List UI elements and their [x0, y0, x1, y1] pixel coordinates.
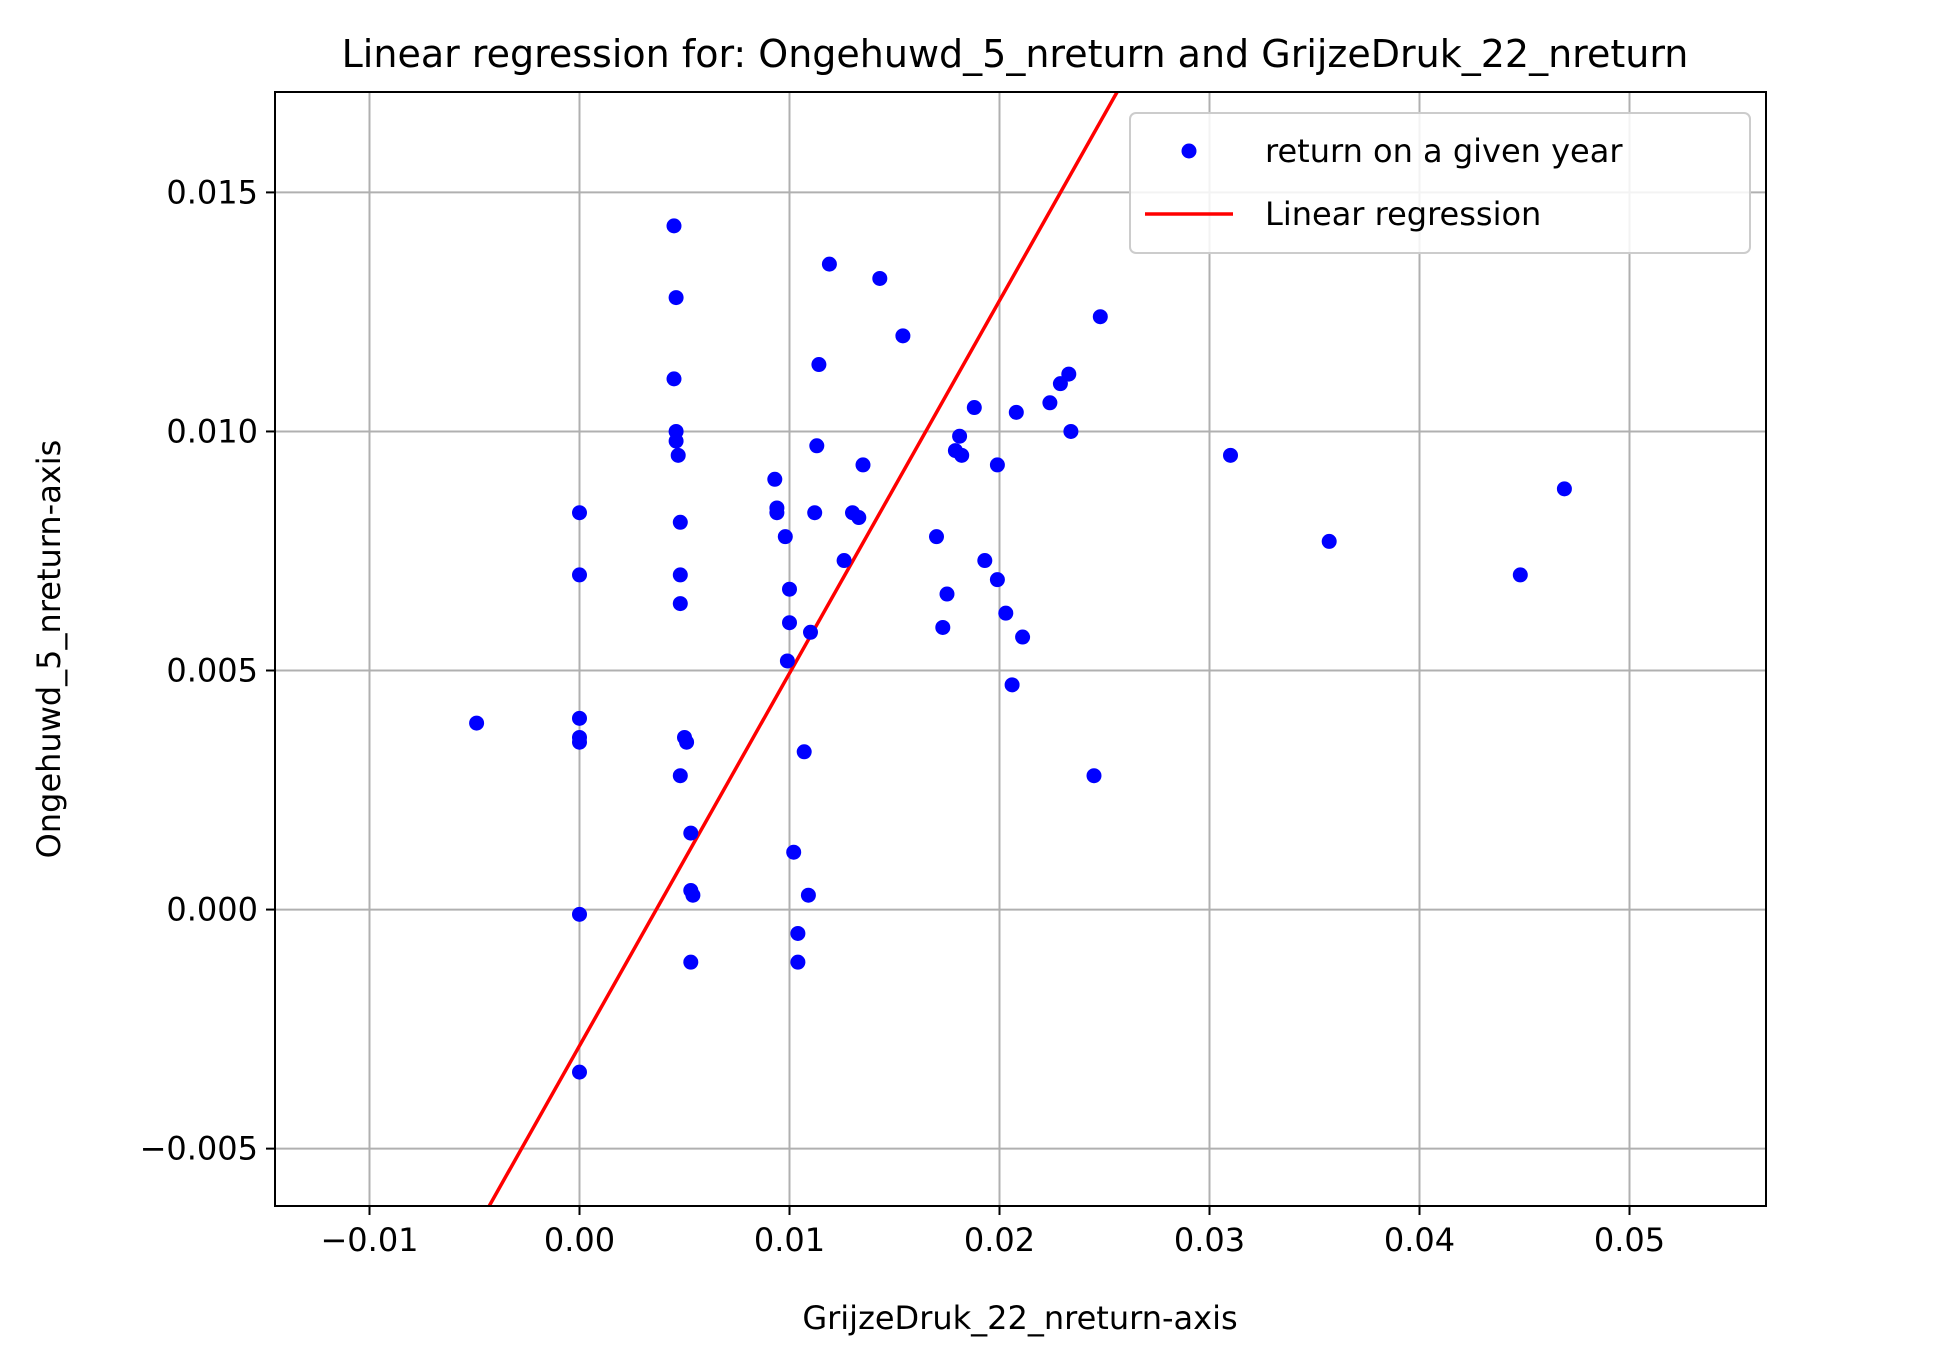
- y-tick-label: 0.010: [166, 412, 258, 450]
- scatter-point: [666, 218, 682, 234]
- scatter-point: [777, 529, 793, 545]
- scatter-point: [939, 586, 955, 602]
- scatter-point: [807, 505, 823, 521]
- scatter-point: [836, 553, 852, 569]
- scatter-point: [769, 505, 785, 521]
- x-tick-label: 0.04: [1384, 1221, 1455, 1259]
- legend-marker-scatter: [1181, 143, 1197, 159]
- legend-label-line: Linear regression: [1265, 195, 1541, 233]
- scatter-point: [796, 744, 812, 760]
- y-tick-label: 0.005: [166, 652, 258, 690]
- scatter-point: [998, 605, 1014, 621]
- x-tick-label: 0.01: [754, 1221, 825, 1259]
- plot-frame: [274, 91, 1767, 1207]
- scatter-point: [786, 844, 802, 860]
- x-tick-label: −0.01: [320, 1221, 418, 1259]
- legend-frame: [1129, 112, 1751, 254]
- scatter-point: [790, 925, 806, 941]
- scatter-point: [767, 471, 783, 487]
- scatter-point: [779, 653, 795, 669]
- scatter-point: [683, 825, 699, 841]
- scatter-point: [572, 567, 587, 583]
- y-tick-label: −0.005: [140, 1130, 258, 1168]
- scatter-point: [966, 400, 982, 416]
- scatter-point: [572, 1064, 587, 1080]
- scatter-point: [572, 710, 587, 726]
- y-tick-label: 0.015: [166, 173, 258, 211]
- scatter-point: [989, 572, 1005, 588]
- scatter-point: [895, 328, 911, 344]
- scatter-point: [1061, 366, 1077, 382]
- scatter-point: [782, 615, 797, 631]
- scatter-point: [872, 270, 888, 286]
- y-axis-label: Ongehuwd_5_nreturn-axis: [30, 440, 68, 859]
- scatter-points: [469, 218, 1572, 1080]
- scatter-point: [572, 505, 587, 521]
- chart-title: Linear regression for: Ongehuwd_5_nretur…: [342, 32, 1689, 76]
- scatter-point: [572, 734, 587, 750]
- regression-line-layer: [487, 91, 1119, 1207]
- scatter-point: [469, 715, 485, 731]
- x-tick-label: 0.05: [1594, 1221, 1665, 1259]
- scatter-point: [572, 906, 587, 922]
- scatter-point: [668, 433, 684, 449]
- scatter-point: [855, 457, 871, 473]
- scatter-point: [672, 596, 688, 612]
- scatter-point: [935, 619, 951, 635]
- scatter-point: [685, 887, 701, 903]
- scatter-point: [803, 624, 818, 640]
- scatter-point: [1556, 481, 1572, 497]
- x-tick-label: 0.03: [1174, 1221, 1245, 1259]
- x-tick-label: 0.00: [544, 1221, 615, 1259]
- scatter-point: [954, 447, 970, 463]
- y-tick-label: 0.000: [166, 891, 258, 929]
- scatter-point: [1063, 423, 1079, 439]
- scatter-point: [1015, 629, 1031, 645]
- regression-line: [487, 91, 1119, 1207]
- legend: return on a given year Linear regression: [1129, 112, 1751, 254]
- scatter-point: [1004, 677, 1020, 693]
- x-axis-label: GrijzeDruk_22_nreturn-axis: [802, 1299, 1237, 1337]
- scatter-point: [929, 529, 944, 545]
- scatter-point: [821, 256, 837, 272]
- scatter-point: [952, 428, 968, 444]
- scatter-point: [811, 357, 827, 373]
- scatter-point: [1512, 567, 1528, 583]
- scatter-point: [666, 371, 682, 387]
- scatter-point: [977, 553, 993, 569]
- scatter-point: [851, 510, 867, 526]
- scatter-point: [1321, 533, 1337, 549]
- scatter-point: [1223, 447, 1238, 463]
- scatter-point: [668, 290, 684, 306]
- scatter-point: [672, 567, 688, 583]
- scatter-point: [782, 581, 797, 597]
- scatter-point: [672, 514, 688, 530]
- legend-label-scatter: return on a given year: [1265, 132, 1623, 170]
- scatter-point: [1086, 768, 1102, 784]
- scatter-point: [800, 887, 816, 903]
- axis-ticks: −0.01 0.00 0.01 0.02 0.03 0.04 0.05 −0.005 0.000…: [140, 173, 1666, 1259]
- x-tick-label: 0.02: [964, 1221, 1035, 1259]
- scatter-point: [683, 954, 699, 970]
- scatter-point: [1092, 309, 1108, 325]
- scatter-point: [672, 768, 688, 784]
- scatter-point: [670, 447, 686, 463]
- scatter-point: [809, 438, 825, 454]
- scatter-point: [1008, 404, 1024, 420]
- scatter-point: [989, 457, 1005, 473]
- scatter-point: [790, 954, 806, 970]
- scatter-point: [1042, 395, 1058, 411]
- scatter-point: [679, 734, 695, 750]
